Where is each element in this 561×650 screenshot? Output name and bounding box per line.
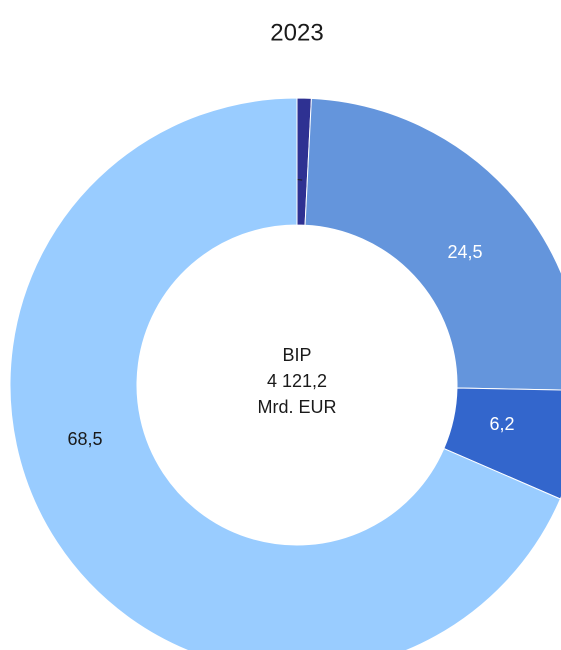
data-label: 68,5 — [67, 429, 102, 449]
donut-slice — [304, 97, 561, 391]
center-text: 4 121,2 — [267, 371, 327, 391]
donut-slice — [9, 97, 561, 650]
chart-title: 2023 — [270, 19, 323, 46]
center-text: BIP — [282, 345, 311, 365]
data-label: 24,5 — [447, 242, 482, 262]
center-text: Mrd. EUR — [257, 397, 336, 417]
data-label: 6,2 — [489, 414, 514, 434]
